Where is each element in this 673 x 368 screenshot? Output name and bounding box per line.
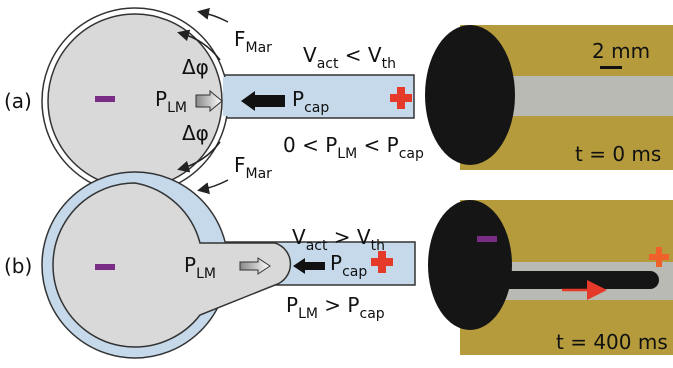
text-run: P xyxy=(330,251,342,275)
text-run: P xyxy=(184,253,196,277)
pressure-condition: 0 < PLM < Pcap xyxy=(283,133,424,162)
text-run: 0 < P xyxy=(283,133,337,157)
subscript: cap xyxy=(399,146,424,162)
text-run: < V xyxy=(338,43,381,67)
subscript: LM xyxy=(196,266,216,282)
text-run: V xyxy=(292,225,306,249)
panel-label: (a) xyxy=(4,89,32,113)
figure: (a)FMarΔφΔφFMarPLMPcapVact < Vth0 < PLM … xyxy=(0,0,673,364)
device-a xyxy=(42,8,414,194)
panel-label: (b) xyxy=(4,254,32,278)
subscript: act xyxy=(306,238,328,254)
pressure-condition: PLM > Pcap xyxy=(286,293,385,322)
voltage-condition: Vact < Vth xyxy=(303,43,396,72)
scale-label: 2 mm xyxy=(592,39,650,63)
subscript: cap xyxy=(304,100,329,116)
text-run: < P xyxy=(357,133,399,157)
subscript: cap xyxy=(342,264,367,280)
text-run: V xyxy=(303,43,317,67)
subscript: Mar xyxy=(246,166,273,182)
subscript: LM xyxy=(298,306,318,322)
text-run: P xyxy=(155,87,167,111)
subscript: cap xyxy=(360,306,385,322)
text-run: > V xyxy=(327,225,370,249)
text-run: F xyxy=(234,153,246,177)
subscript: LM xyxy=(167,100,187,116)
text-run: P xyxy=(286,293,298,317)
angle-label: Δφ xyxy=(182,55,209,79)
force-label: FMar xyxy=(234,27,272,56)
text-run: F xyxy=(234,27,246,51)
text-run: > P xyxy=(318,293,360,317)
time-label: t = 400 ms xyxy=(556,330,668,354)
force-label: FMar xyxy=(234,153,272,182)
time-label: t = 0 ms xyxy=(575,142,661,166)
subscript: act xyxy=(317,56,339,72)
subscript: th xyxy=(371,238,385,254)
angle-label: Δφ xyxy=(182,121,209,145)
subscript: th xyxy=(382,56,396,72)
subscript: Mar xyxy=(246,40,273,56)
text-run: P xyxy=(292,87,304,111)
subscript: LM xyxy=(337,146,357,162)
